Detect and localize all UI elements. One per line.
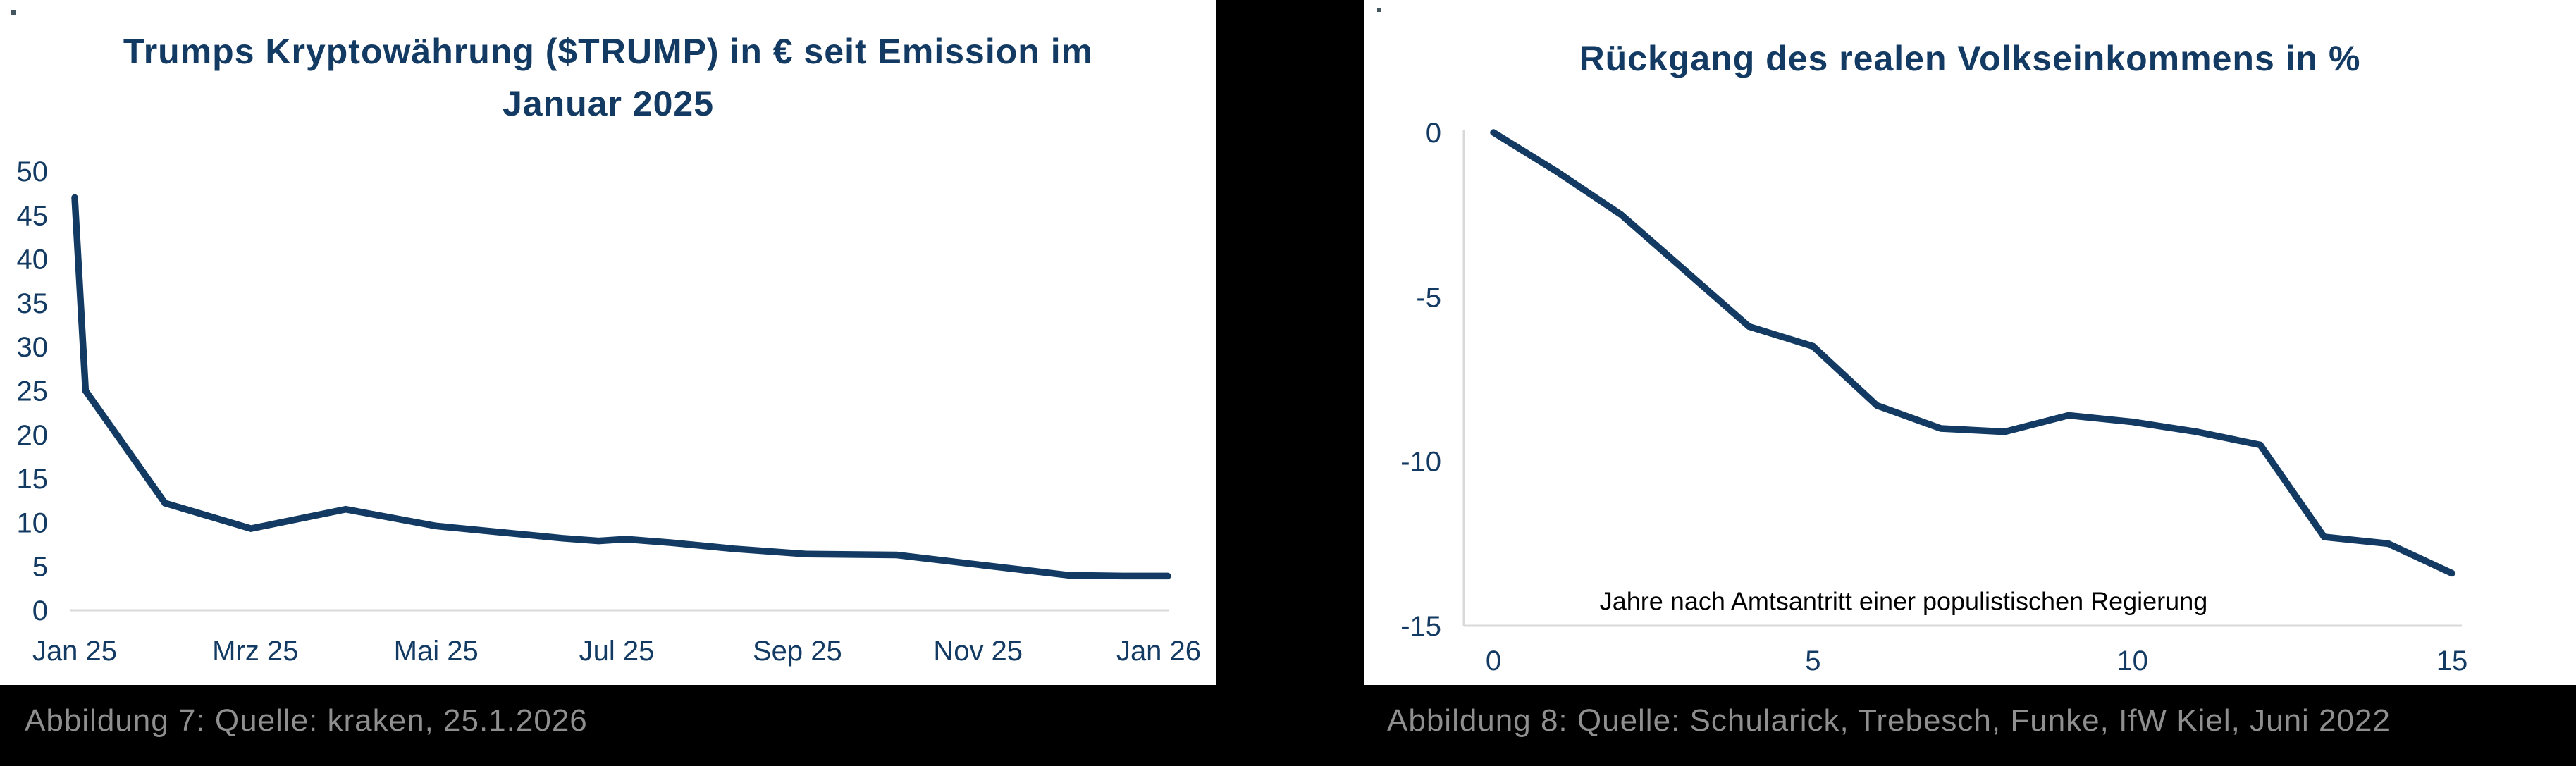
x-tick-label: 10 (2116, 645, 2148, 677)
trump-chart-panel: Trumps Kryptowährung ($TRUMP) in € seit … (0, 0, 1216, 685)
income-decline-line-chart: 0 -5 -10 -15 0 5 10 15 Jahre nach Amtsantritt ei… (1400, 118, 2468, 677)
y-tick-label: 5 (32, 552, 48, 583)
stray-bullet-mark-icon (1377, 8, 1381, 12)
x-tick-label: 0 (1486, 645, 1501, 677)
y-tick-label: 45 (17, 200, 49, 231)
y-tick-label: 20 (17, 420, 49, 451)
trump-chart-title-line1: Trumps Kryptowährung ($TRUMP) in € seit … (123, 32, 1094, 71)
y-tick-label: 40 (17, 245, 49, 276)
y-tick-label: -15 (1400, 611, 1441, 642)
y-tick-label: 25 (17, 376, 49, 407)
x-tick-label: Mai 25 (394, 636, 479, 667)
trump-data-line (71, 194, 1171, 580)
income-chart-title: Rückgang des realen Volkseinkommens in % (1364, 32, 2576, 85)
trump-chart-title-line2: Januar 2025 (502, 84, 715, 123)
caption-bar: Abbildung 7: Quelle: kraken, 25.1.2026 A… (0, 685, 2576, 766)
y-tick-label: 30 (17, 332, 49, 363)
y-tick-label: -10 (1400, 447, 1441, 478)
x-tick-label: 5 (1805, 645, 1820, 677)
y-tick-label: 15 (17, 464, 49, 495)
y-tick-label: 0 (32, 595, 48, 626)
x-tick-label: Jan 26 (1116, 636, 1201, 667)
x-tick-label: Mrz 25 (212, 636, 298, 667)
x-axis-annotation: Jahre nach Amtsantritt einer populistisc… (1600, 587, 2208, 616)
y-tick-label: 50 (17, 156, 49, 187)
trump-line-chart: 0 5 10 15 20 25 30 35 40 45 50 Jan 25 Mrz 25 Mai 25 Ju… (17, 156, 1202, 667)
x-tick-label: Jul 25 (579, 636, 655, 667)
income-chart-title-line1: Rückgang des realen Volkseinkommens in % (1579, 39, 2361, 78)
populism-data-line (1490, 129, 2455, 577)
y-tick-label: 0 (1426, 118, 1441, 149)
x-tick-label: Nov 25 (933, 636, 1023, 667)
income-chart-panel: Rückgang des realen Volkseinkommens in %… (1364, 0, 2576, 685)
y-tick-label: 10 (17, 507, 49, 538)
x-tick-label: Sep 25 (753, 636, 842, 667)
trump-chart-title: Trumps Kryptowährung ($TRUMP) in € seit … (0, 25, 1216, 130)
y-tick-label: 35 (17, 288, 49, 319)
figure-caption-7: Abbildung 7: Quelle: kraken, 25.1.2026 (25, 703, 588, 738)
x-tick-label: 15 (2436, 645, 2468, 677)
x-tick-label: Jan 25 (32, 636, 117, 667)
y-tick-label: -5 (1416, 282, 1441, 313)
figure-caption-8: Abbildung 8: Quelle: Schularick, Trebesc… (1387, 703, 2391, 738)
stray-bullet-mark-icon (11, 10, 16, 15)
